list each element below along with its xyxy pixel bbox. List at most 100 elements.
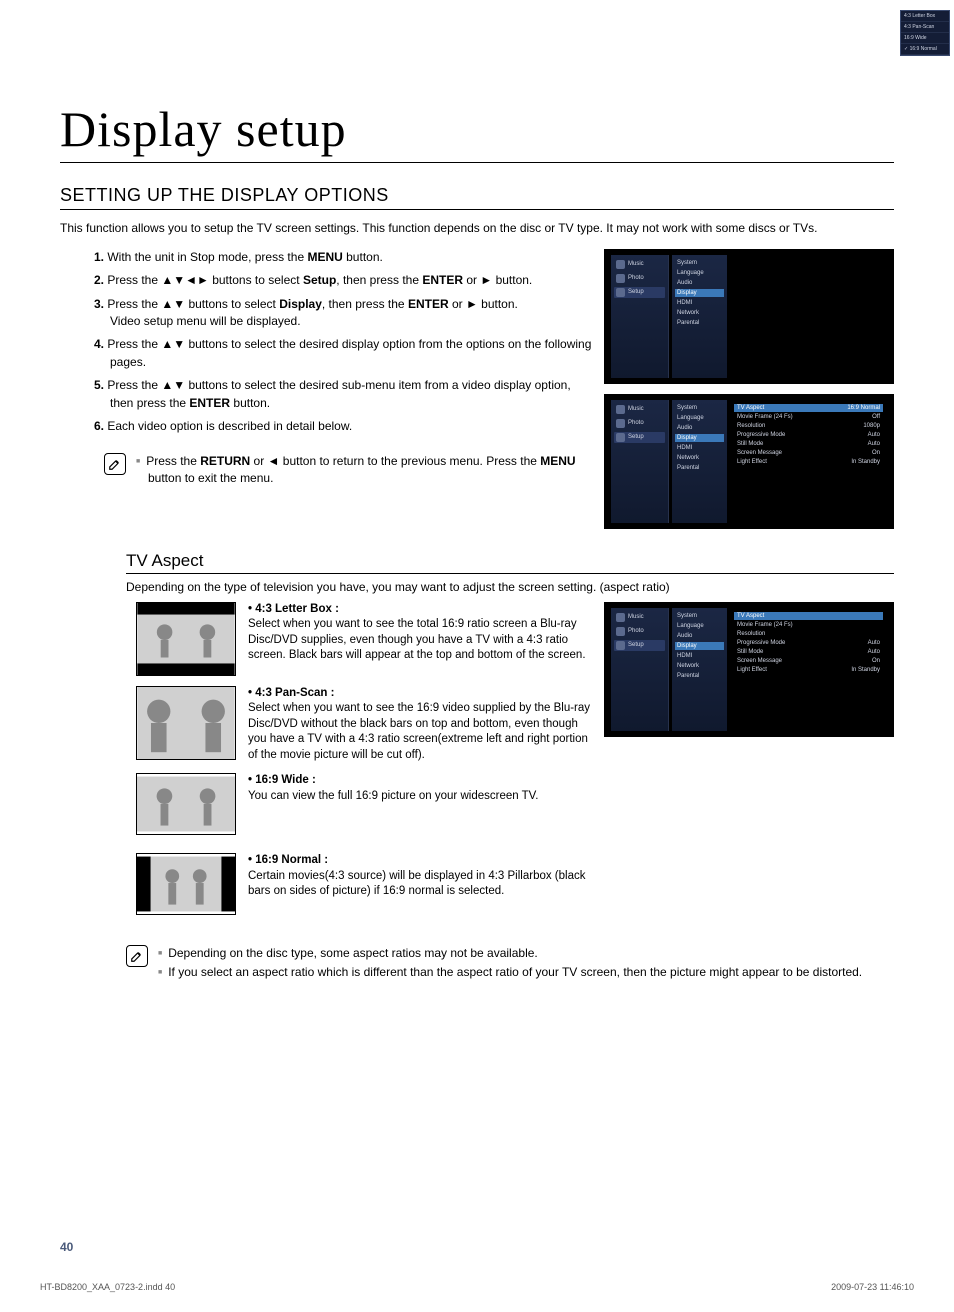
aspect-letter-box: • 4:3 Letter Box : Select when you want … — [136, 602, 592, 676]
intro-text: This function allows you to setup the TV… — [60, 220, 894, 237]
mid-item: Audio — [675, 632, 724, 640]
footer-time: 2009-07-23 11:46:10 — [831, 1282, 914, 1292]
step-num: 4. — [94, 337, 107, 351]
aspect-pan-scan: • 4:3 Pan-Scan : Select when you want to… — [136, 686, 592, 764]
footer-file: HT-BD8200_XAA_0723-2.indd 40 — [40, 1282, 175, 1292]
step-text: or ► button. — [463, 273, 532, 287]
detail-movie-frame: Movie Frame (24 Fs)Off — [734, 413, 883, 421]
step-5: 5. Press the ▲▼ buttons to select the de… — [94, 377, 592, 412]
page-number: 40 — [60, 1240, 73, 1254]
page-title: Display setup — [60, 100, 894, 163]
aspect-text: • 4:3 Pan-Scan : Select when you want to… — [248, 686, 592, 764]
aspect-text: • 16:9 Normal : Certain movies(4:3 sourc… — [248, 853, 592, 915]
detail-tv-aspect: TV Aspect16:9 Normal — [734, 404, 883, 412]
step-text: or ► button. — [449, 297, 518, 311]
mid-item: Parental — [675, 672, 724, 680]
mid-item: Parental — [675, 319, 724, 327]
tv-sidebar: Music Photo Setup — [611, 400, 669, 523]
aspect-header: • 4:3 Pan-Scan : — [248, 686, 592, 702]
note-block: Depending on the disc type, some aspect … — [126, 945, 894, 983]
mid-item-display: Display — [675, 642, 724, 650]
display-label: Display — [279, 297, 322, 311]
step-text: Press the ▲▼ buttons to select — [107, 297, 279, 311]
sidebar-item-music: Music — [614, 612, 665, 623]
footer-notes: Depending on the disc type, some aspect … — [126, 945, 894, 983]
note-text: Press the RETURN or ◄ button to return t… — [136, 453, 592, 489]
aspect-desc: Select when you want to see the total 16… — [248, 617, 592, 664]
popup-option: 4:3 Pan-Scan — [901, 22, 949, 33]
aspect-desc: Certain movies(4:3 source) will be displ… — [248, 869, 592, 900]
aspect-popup: 4:3 Letter Box 4:3 Pan-Scan 16:9 Wide 16… — [900, 10, 950, 56]
music-icon — [616, 613, 625, 622]
step-text: Press the ▲▼ buttons to select the desir… — [107, 378, 570, 409]
tv-midmenu: System Language Audio Display HDMI Netwo… — [672, 255, 727, 378]
tv-detail: TV Aspect16:9 Normal Movie Frame (24 Fs)… — [730, 400, 887, 523]
step-text: button. — [230, 396, 270, 410]
aspect-left: • 4:3 Letter Box : Select when you want … — [60, 602, 592, 926]
aspect-desc: You can view the full 16:9 picture on yo… — [248, 789, 538, 805]
aspect-header: • 16:9 Normal : — [248, 853, 592, 869]
sidebar-item-photo: Photo — [614, 418, 665, 429]
pencil-icon — [126, 945, 148, 967]
step-num: 1. — [94, 250, 107, 264]
gear-icon — [616, 641, 625, 650]
detail-movie-frame: Movie Frame (24 Fs) — [734, 621, 883, 629]
normal-illustration — [137, 854, 235, 914]
sidebar-item-setup: Setup — [614, 287, 665, 298]
mid-item: HDMI — [675, 444, 724, 452]
wide-illustration — [137, 774, 235, 834]
step-text: , then press the — [336, 273, 422, 287]
tv-screenshot-1: Music Photo Setup System Language Audio … — [604, 249, 894, 384]
detail-light: Light EffectIn Standby — [734, 458, 883, 466]
panscan-illustration — [137, 687, 235, 759]
mid-item: System — [675, 259, 724, 267]
mid-item: HDMI — [675, 299, 724, 307]
step-1: 1. With the unit in Stop mode, press the… — [94, 249, 592, 266]
photo-icon — [616, 627, 625, 636]
step-text: Press the ▲▼◄► buttons to select — [107, 273, 303, 287]
menu-label: MENU — [307, 250, 342, 264]
detail-light: Light EffectIn Standby — [734, 666, 883, 674]
steps-list: 1. With the unit in Stop mode, press the… — [94, 249, 592, 436]
sidebar-item-setup: Setup — [614, 640, 665, 651]
sidebar-item-music: Music — [614, 404, 665, 415]
step-4: 4. Press the ▲▼ buttons to select the de… — [94, 336, 592, 371]
mid-item: Language — [675, 414, 724, 422]
thumb-letter-box — [136, 602, 236, 676]
note-block: Press the RETURN or ◄ button to return t… — [104, 453, 592, 489]
tv-sidebar: Music Photo Setup — [611, 255, 669, 378]
sidebar-item-setup: Setup — [614, 432, 665, 443]
aspect-screenshot-col: Music Photo Setup System Language Audio … — [604, 602, 894, 926]
step-text: button. — [343, 250, 383, 264]
detail-resolution: Resolution — [734, 630, 883, 638]
popup-option-checked: 16:9 Normal — [901, 44, 949, 55]
sidebar-item-photo: Photo — [614, 273, 665, 284]
tv-screenshot-2: Music Photo Setup System Language Audio … — [604, 394, 894, 529]
aspect-text: • 4:3 Letter Box : Select when you want … — [248, 602, 592, 676]
mid-item: Network — [675, 662, 724, 670]
step-text: With the unit in Stop mode, press the — [107, 250, 307, 264]
main-row: 1. With the unit in Stop mode, press the… — [60, 249, 894, 529]
setup-label: Setup — [303, 273, 336, 287]
detail-resolution: Resolution1080p — [734, 422, 883, 430]
step-num: 5. — [94, 378, 107, 392]
step-num: 3. — [94, 297, 107, 311]
detail-tv-aspect: TV Aspect — [734, 612, 883, 620]
tv-screenshot-3: Music Photo Setup System Language Audio … — [604, 602, 894, 737]
music-icon — [616, 260, 625, 269]
popup-option: 4:3 Letter Box — [901, 11, 949, 22]
thumb-pan-scan — [136, 686, 236, 764]
step-num: 6. — [94, 419, 107, 433]
mid-item-display: Display — [675, 434, 724, 442]
detail-still: Still ModeAuto — [734, 440, 883, 448]
step-3: 3. Press the ▲▼ buttons to select Displa… — [94, 296, 592, 331]
note-line: If you select an aspect ratio which is d… — [158, 964, 862, 981]
step-text: Each video option is described in detail… — [107, 419, 352, 433]
tv-sidebar: Music Photo Setup — [611, 608, 669, 731]
detail-screen-msg: Screen MessageOn — [734, 449, 883, 457]
mid-item: Parental — [675, 464, 724, 472]
aspect-header: • 16:9 Wide : — [248, 773, 538, 789]
aspect-normal: • 16:9 Normal : Certain movies(4:3 sourc… — [136, 853, 592, 915]
detail-progressive: Progressive ModeAuto — [734, 639, 883, 647]
sidebar-item-photo: Photo — [614, 626, 665, 637]
